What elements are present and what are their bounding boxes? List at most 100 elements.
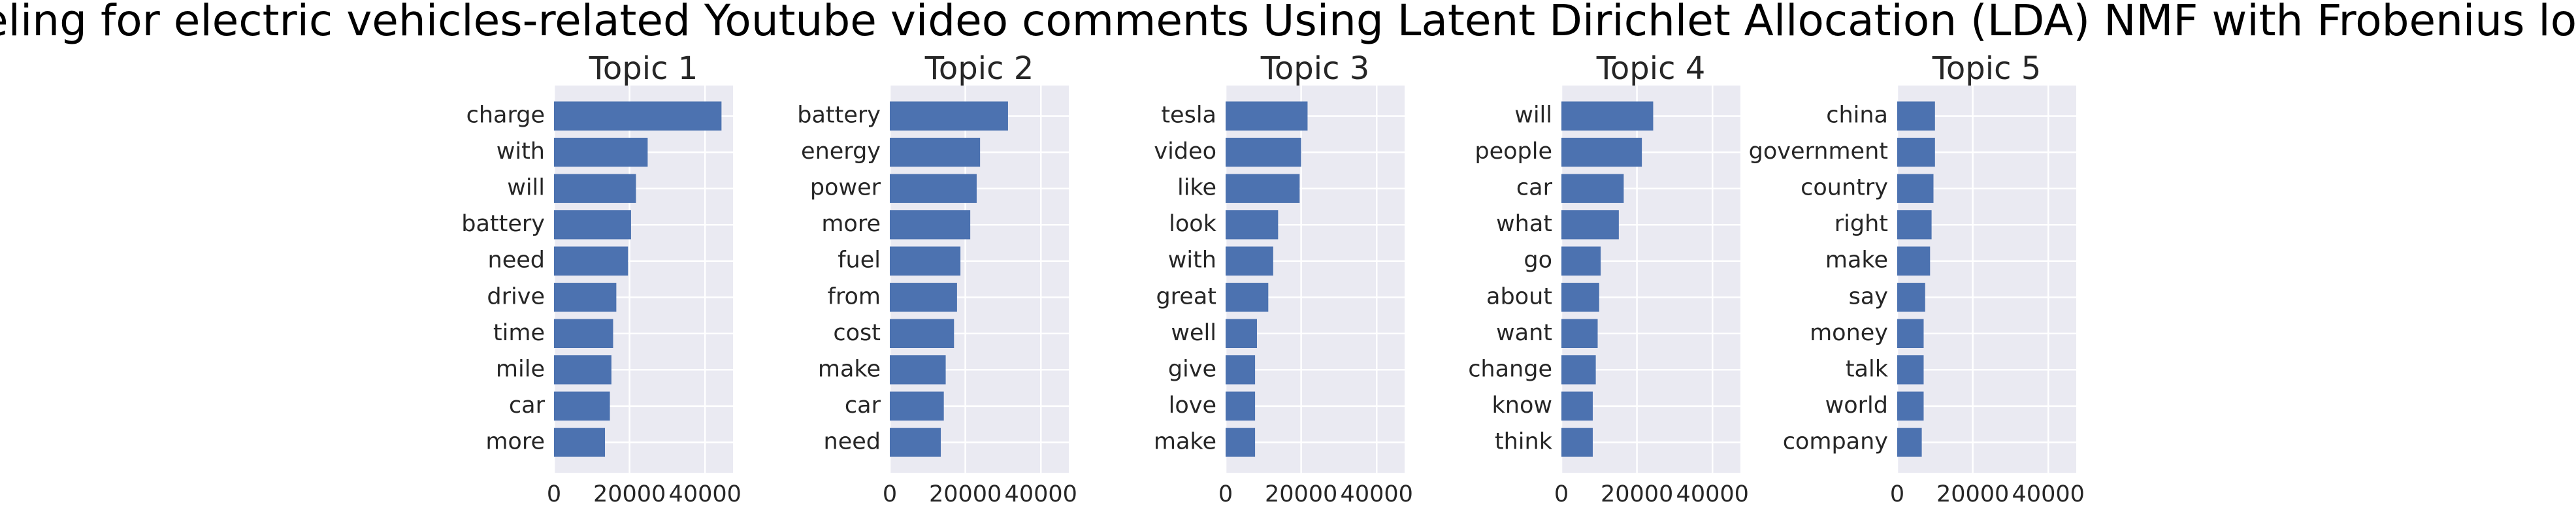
bar (1897, 137, 1935, 167)
y-tick-label: fuel (838, 247, 881, 274)
y-tick-label: know (1492, 392, 1553, 419)
y-tick-label: country (1801, 175, 1888, 201)
y-tick-label: china (1826, 103, 1888, 129)
y-tick-label: energy (801, 138, 881, 165)
bar (1226, 101, 1308, 131)
y-tick-label: go (1524, 247, 1552, 274)
y-tick-label: will (507, 175, 545, 201)
subplot-title: Topic 4 (1596, 50, 1706, 87)
bar (1897, 283, 1925, 312)
y-tick-label: mile (496, 356, 545, 382)
bar (1897, 391, 1924, 421)
y-tick-label: great (1156, 283, 1216, 310)
bar (1897, 210, 1932, 240)
bar (890, 391, 944, 421)
y-tick-label: say (1849, 283, 1888, 310)
y-tick-label: like (1177, 175, 1216, 201)
y-tick-label: battery (461, 211, 545, 237)
y-tick-label: what (1496, 211, 1552, 237)
bar (1897, 101, 1935, 131)
y-tick-label: make (1825, 247, 1888, 274)
x-tick-label: 0 (1218, 481, 1233, 507)
y-tick-label: about (1486, 283, 1552, 310)
y-tick-label: think (1495, 428, 1553, 454)
y-tick-label: tesla (1161, 103, 1216, 129)
y-tick-label: give (1168, 356, 1216, 382)
bar (1897, 428, 1922, 457)
y-tick-label: charge (466, 103, 545, 129)
y-tick-label: time (493, 320, 545, 346)
x-tick-label: 40000 (1341, 481, 1413, 507)
bar (554, 174, 636, 203)
bar (1561, 210, 1619, 240)
y-tick-label: with (1168, 247, 1216, 274)
y-tick-label: with (497, 138, 545, 165)
bar (554, 355, 611, 385)
x-tick-label: 20000 (1936, 481, 2009, 507)
bar (1561, 101, 1654, 131)
y-tick-label: look (1169, 211, 1217, 237)
x-tick-label: 0 (1554, 481, 1569, 507)
bar (890, 319, 954, 348)
bar (1226, 355, 1256, 385)
bar (1226, 319, 1257, 348)
bar (554, 319, 613, 348)
bar (1897, 174, 1934, 203)
y-tick-label: car (1516, 175, 1553, 201)
bar (1561, 319, 1598, 348)
bar (1226, 210, 1279, 240)
bar (890, 428, 941, 457)
bar (1897, 319, 1924, 348)
y-tick-label: more (821, 211, 881, 237)
y-tick-label: video (1154, 138, 1216, 165)
bar (554, 246, 628, 276)
y-tick-label: need (488, 247, 545, 274)
bar (890, 283, 957, 312)
y-tick-label: change (1468, 356, 1552, 382)
bar (1226, 246, 1273, 276)
x-tick-label: 40000 (1005, 481, 1077, 507)
subplot-title: Topic 3 (1260, 50, 1370, 87)
bar (1226, 391, 1256, 421)
y-tick-label: drive (487, 283, 545, 310)
bar (1226, 137, 1301, 167)
bar (554, 101, 722, 131)
y-tick-label: want (1496, 320, 1552, 346)
y-tick-label: cost (833, 320, 881, 346)
bar (1561, 137, 1642, 167)
y-tick-label: power (810, 175, 881, 201)
bar (554, 428, 606, 457)
y-tick-label: from (828, 283, 881, 310)
y-tick-label: company (1783, 428, 1888, 454)
bar (1226, 283, 1269, 312)
bar (1561, 283, 1599, 312)
bar (890, 210, 971, 240)
bar (1561, 428, 1593, 457)
y-tick-label: people (1475, 138, 1552, 165)
bar (554, 137, 648, 167)
figure-title: Topic modeling for electric vehicles-rel… (0, 0, 2576, 46)
bar (554, 210, 631, 240)
bar (890, 174, 977, 203)
bar (1561, 246, 1601, 276)
x-tick-label: 0 (1890, 481, 1904, 507)
bar (554, 283, 617, 312)
y-tick-label: money (1810, 320, 1888, 346)
x-tick-label: 40000 (669, 481, 742, 507)
subplot-title: Topic 1 (589, 50, 698, 87)
x-tick-label: 0 (883, 481, 897, 507)
bar (890, 101, 1008, 131)
y-tick-label: car (509, 392, 546, 419)
y-tick-label: talk (1846, 356, 1889, 382)
y-tick-label: more (485, 428, 545, 454)
x-tick-label: 20000 (929, 481, 1002, 507)
x-tick-label: 20000 (1265, 481, 1337, 507)
bar (1226, 174, 1300, 203)
y-tick-label: battery (797, 103, 881, 129)
x-tick-label: 20000 (593, 481, 666, 507)
bar (1897, 246, 1931, 276)
bar (890, 246, 961, 276)
x-tick-label: 20000 (1601, 481, 1673, 507)
